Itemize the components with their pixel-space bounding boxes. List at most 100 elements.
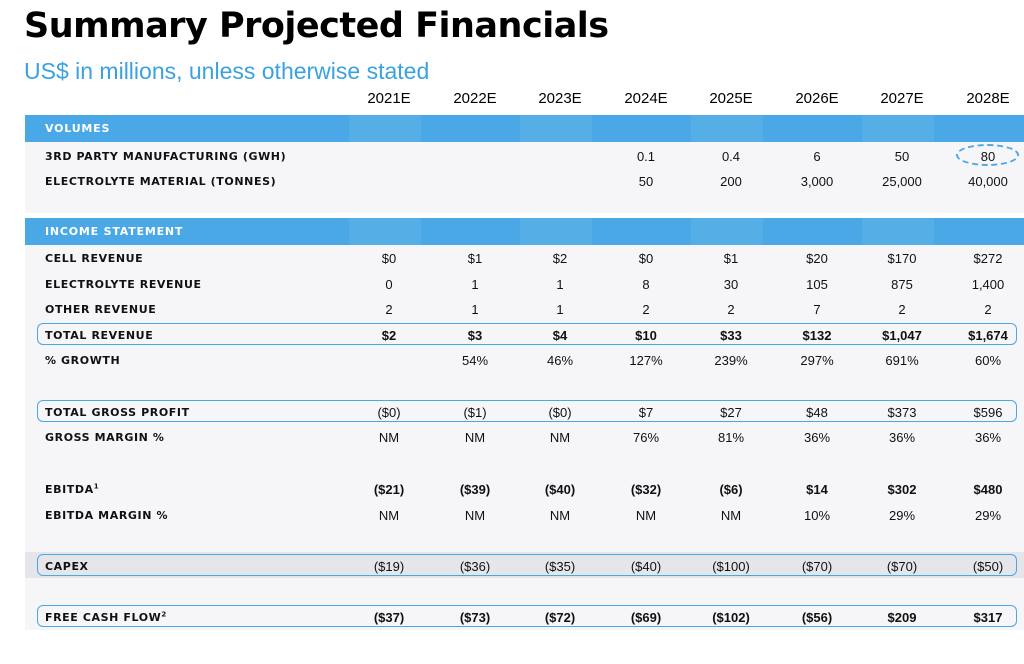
table-cell: ($32)	[630, 482, 662, 497]
table-cell: 0	[385, 277, 393, 292]
table-cell: $272	[973, 251, 1003, 266]
table-cell: ($72)	[544, 610, 576, 625]
table-cell: $1	[467, 251, 483, 266]
table-cell: $27	[720, 405, 742, 420]
table-cell: 3,000	[800, 174, 834, 189]
table-cell: NM	[464, 508, 486, 523]
table-cell: ($50)	[972, 559, 1004, 574]
table-cell: ($19)	[373, 559, 405, 574]
table-cell: 7	[813, 302, 821, 317]
table-row: EBITDA1 ($21) ($39) ($40) ($32) ($6) $14 $302 $4…	[0, 478, 1024, 500]
row-label: ELECTROLYTE REVENUE	[45, 278, 202, 291]
row-label: TOTAL GROSS PROFIT	[45, 406, 190, 419]
total-revenue-outline	[37, 323, 1017, 345]
row-label: CELL REVENUE	[45, 252, 144, 265]
table-cell: 6	[813, 149, 821, 164]
year-header: 2025E	[709, 90, 753, 107]
table-cell: $3	[467, 328, 483, 343]
table-cell: 875	[891, 277, 913, 292]
table-cell: $132	[802, 328, 832, 343]
table-row: GROSS MARGIN % NM NM NM 76% 81% 36% 36% 36%	[0, 426, 1024, 448]
table-cell: 1,400	[971, 277, 1005, 292]
table-cell: $209	[887, 610, 917, 625]
table-cell: ($6)	[719, 482, 743, 497]
table-row: % GROWTH 54% 46% 127% 239% 297% 691% 60%	[0, 349, 1024, 371]
table-cell: 76%	[632, 430, 660, 445]
table-cell: NM	[378, 508, 400, 523]
table-cell: ($0)	[548, 405, 572, 420]
table-cell: 691%	[885, 353, 919, 368]
fcf-outline	[37, 605, 1017, 627]
table-cell: $302	[887, 482, 917, 497]
row-label: GROSS MARGIN %	[45, 431, 165, 444]
table-cell: NM	[549, 430, 571, 445]
table-cell: 1	[471, 277, 479, 292]
table-row: ELECTROLYTE MATERIAL (TONNES) 50 200 3,000 2…	[0, 170, 1024, 192]
volumes-body	[25, 141, 1024, 213]
row-label: FREE CASH FLOW2	[45, 610, 167, 624]
table-cell: ($102)	[712, 610, 750, 625]
row-label: % GROWTH	[45, 354, 121, 367]
section-label: VOLUMES	[45, 122, 111, 135]
table-cell: 46%	[546, 353, 574, 368]
table-cell: ($69)	[630, 610, 662, 625]
table-cell: 0.1	[636, 149, 656, 164]
table-cell: 2	[642, 302, 650, 317]
row-label: OTHER REVENUE	[45, 303, 157, 316]
table-cell: $20	[806, 251, 828, 266]
table-cell: $373	[887, 405, 917, 420]
table-cell: 127%	[629, 353, 663, 368]
year-header: 2024E	[624, 90, 668, 107]
table-cell: $2	[552, 251, 568, 266]
table-row: FREE CASH FLOW2 ($37) ($73) ($72) ($69) ($102…	[0, 606, 1024, 628]
table-cell: 40,000	[968, 174, 1008, 189]
year-header: 2021E	[367, 90, 411, 107]
table-cell: ($56)	[801, 610, 833, 625]
table-cell: ($70)	[886, 559, 918, 574]
table-cell: $596	[973, 405, 1003, 420]
table-cell: 2	[385, 302, 393, 317]
table-cell: $33	[720, 328, 742, 343]
table-cell: ($40)	[630, 559, 662, 574]
table-row: 3RD PARTY MANUFACTURING (GWH) 0.1 0.4 6 50 80	[0, 145, 1024, 167]
table-row: CELL REVENUE $0 $1 $2 $0 $1 $20 $170 $272	[0, 247, 1024, 269]
table-cell: 0.4	[721, 149, 741, 164]
table-cell: ($40)	[544, 482, 576, 497]
table-cell: 239%	[714, 353, 748, 368]
table-cell: 105	[806, 277, 828, 292]
highlight-circle	[956, 144, 1019, 166]
table-cell: ($100)	[712, 559, 750, 574]
table-cell: 30	[723, 277, 739, 292]
table-cell: $317	[973, 610, 1003, 625]
table-cell: NM	[378, 430, 400, 445]
table-cell: 81%	[717, 430, 745, 445]
footnote-marker: 1	[93, 482, 100, 491]
row-label: ELECTROLYTE MATERIAL (TONNES)	[45, 175, 277, 188]
table-cell: NM	[549, 508, 571, 523]
table-cell: 2	[898, 302, 906, 317]
page-title: Summary Projected Financials	[24, 6, 609, 46]
table-cell: 50	[894, 149, 910, 164]
year-header: 2027E	[880, 90, 924, 107]
capex-highlight	[25, 552, 1024, 578]
table-cell: NM	[720, 508, 742, 523]
table-cell: $1,047	[882, 328, 922, 343]
table-cell: 36%	[803, 430, 831, 445]
table-cell: ($1)	[463, 405, 487, 420]
capex-outline	[37, 554, 1017, 576]
table-cell: $48	[806, 405, 828, 420]
year-header: 2026E	[795, 90, 839, 107]
table-row: CAPEX ($19) ($36) ($35) ($40) ($100) ($70) ($70…	[0, 555, 1024, 577]
row-label: TOTAL REVENUE	[45, 329, 154, 342]
table-cell: NM	[464, 430, 486, 445]
table-cell: ($35)	[544, 559, 576, 574]
table-cell: 2	[727, 302, 735, 317]
table-cell: $480	[973, 482, 1003, 497]
table-cell: 25,000	[882, 174, 922, 189]
table-cell: 297%	[800, 353, 834, 368]
table-row: EBITDA MARGIN % NM NM NM NM NM 10% 29% 29%	[0, 504, 1024, 526]
table-cell: ($39)	[459, 482, 491, 497]
table-cell: $0	[638, 251, 654, 266]
table-cell: 50	[638, 174, 654, 189]
row-label: 3RD PARTY MANUFACTURING (GWH)	[45, 150, 287, 163]
